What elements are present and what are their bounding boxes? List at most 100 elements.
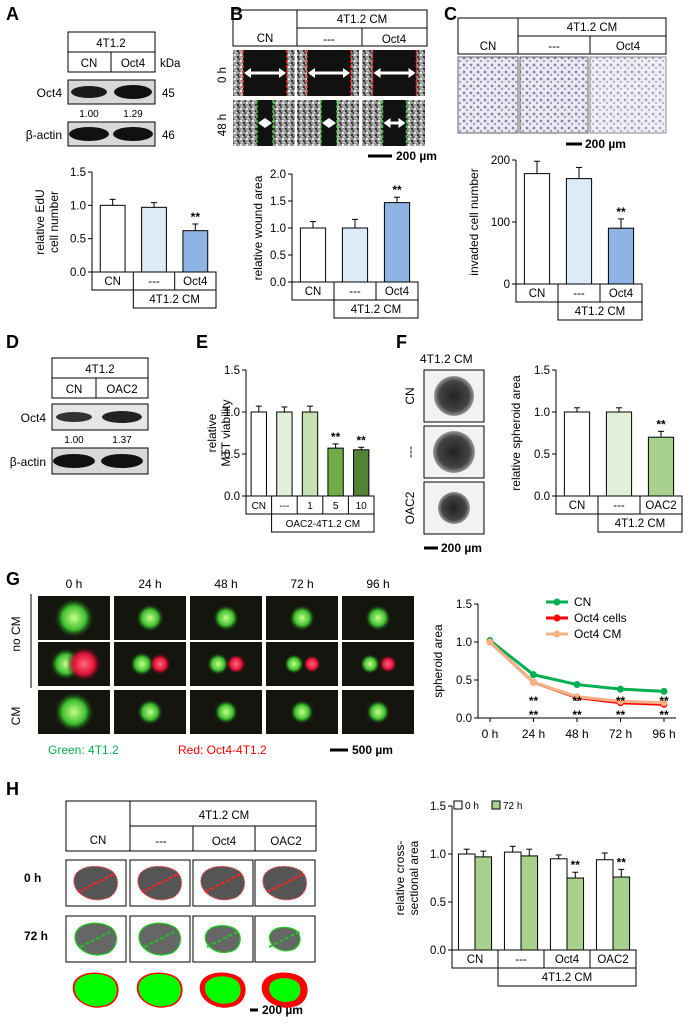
bar <box>182 230 209 273</box>
fluor-scale-bar: 500 µm <box>352 743 393 757</box>
x-tick-label: 5 <box>333 501 339 512</box>
bar <box>503 851 522 951</box>
wound-col-cn: CN <box>257 33 274 45</box>
spheroid-scale-bar: 200 µm <box>441 541 482 555</box>
x-tick-label: 10 <box>356 501 368 512</box>
blot-a-lane-1: CN <box>81 58 98 70</box>
blot-a-header: 4T1.2 <box>96 38 125 50</box>
wound-col-vehicle: --- <box>323 34 335 46</box>
blot-a-lane-2: Oct4 <box>121 58 146 70</box>
bar <box>520 855 539 951</box>
xsec-col-vehicle: --- <box>155 836 167 848</box>
legend-entry: Oct4 cells <box>574 611 627 625</box>
bar <box>457 853 476 951</box>
spheroid-image-cn <box>434 376 474 416</box>
y-tick-label: 2.0 <box>270 169 286 181</box>
y-axis-label: relative cross-sectional area <box>393 840 421 915</box>
xsec-col-oct4: Oct4 <box>212 836 237 848</box>
bar <box>474 856 493 951</box>
significance-mark: ** <box>331 430 341 444</box>
fluor-row-no-cm: no CM <box>9 616 23 651</box>
y-tick-label: 1.0 <box>224 407 240 419</box>
chart-a-edu: 0.0 0.5 1.0 1.5 relative EdUcell number ** CN -… <box>33 167 217 309</box>
y-tick-label: 0.5 <box>534 449 550 461</box>
fluor-time-label: 0 h <box>66 577 83 591</box>
x-tick-label: CN <box>529 288 546 300</box>
significance-mark: ** <box>572 694 582 708</box>
bar <box>276 411 293 497</box>
group-label: 4T1.2 CM <box>542 972 593 984</box>
y-tick-label: 0.0 <box>70 267 86 279</box>
wound-col-oct4: Oct4 <box>382 34 407 46</box>
blot-d-lane-1: CN <box>66 384 83 396</box>
x-tick-label: 0 h <box>482 727 499 741</box>
xsec-col-oac2: OAC2 <box>270 836 301 848</box>
y-axis-label: relative spheroid area <box>509 375 523 491</box>
bar <box>565 178 593 285</box>
fluor-time-label: 72 h <box>290 577 313 591</box>
y-tick-label: 1.5 <box>270 196 286 208</box>
y-tick-label: 0.0 <box>534 491 550 503</box>
bar <box>563 411 591 497</box>
blot-a-kda-oct4: 45 <box>162 88 175 100</box>
panel-letter-c: C <box>444 4 457 24</box>
y-axis-label: relativeMTT viability <box>205 399 233 466</box>
blot-d-header: 4T1.2 <box>85 364 114 376</box>
y-tick-label: 1.0 <box>270 223 286 235</box>
bar <box>647 436 675 497</box>
y-tick-label: 0 <box>504 279 510 291</box>
bar <box>141 206 167 273</box>
blot-d-oct4-band-oac2 <box>102 411 142 423</box>
x-tick-label: CN <box>569 500 586 512</box>
invasion-image-vehicle <box>519 56 589 134</box>
invasion-scale-bar: 200 µm <box>585 137 626 151</box>
blot-a-row-oct4: Oct4 <box>37 86 63 100</box>
panel-letter-a: A <box>6 4 19 24</box>
data-point <box>530 678 537 686</box>
bar <box>301 411 319 497</box>
panel-letter-f: F <box>396 332 407 352</box>
significance-mark: ** <box>616 205 626 219</box>
invasion-col-oct4: Oct4 <box>616 41 641 53</box>
group-label: 4T1.2 CM <box>615 518 666 530</box>
y-tick-label: 1.0 <box>430 849 446 861</box>
panel-letter-h: H <box>6 779 19 799</box>
y-tick-label: 0.5 <box>270 250 286 262</box>
bar <box>250 411 267 497</box>
blot-d-row-oct4: Oct4 <box>21 411 47 425</box>
xsec-header: 4T1.2 CM <box>199 810 250 822</box>
bar <box>523 173 551 285</box>
x-tick-label: Oct4 <box>183 276 208 288</box>
xsec-row-72h: 72 h <box>24 929 48 943</box>
y-tick-label: 1.5 <box>534 365 550 377</box>
spheroid-header: 4T1.2 CM <box>420 352 473 366</box>
y-tick-label: 0.0 <box>430 945 446 957</box>
chart-c-invasion: 0 100 200 invaded cell number ** CN --- Oct4 4T1… <box>467 155 643 321</box>
blot-d-quant-1: 1.00 <box>64 435 84 446</box>
y-tick-label: 0.5 <box>456 675 472 687</box>
group-label: 4T1.2 CM <box>149 294 200 306</box>
data-point <box>486 638 494 646</box>
chart-b-wound: 0.0 0.5 1.0 1.5 2.0 relative wound area ** CN --… <box>251 169 419 319</box>
blot-a-actin-band-oct4 <box>113 127 153 141</box>
fluor-legend-red: Red: Oct4-4T1.2 <box>178 743 267 757</box>
wound-row-0h: 0 h <box>217 67 229 83</box>
y-tick-label: 1.0 <box>456 637 472 649</box>
y-tick-label: 0.0 <box>456 713 472 725</box>
blot-d-row-actin: β-actin <box>10 455 46 469</box>
chart-e-mtt: 0.0 0.5 1.0 1.5 relativeMTT viability ** ** CN -… <box>205 365 375 533</box>
significance-mark: ** <box>659 708 669 722</box>
data-point <box>617 697 624 705</box>
x-tick-label: 24 h <box>522 727 545 741</box>
legend-entry: Oct4 CM <box>574 627 621 641</box>
data-point <box>660 687 668 695</box>
y-tick-label: 0.5 <box>70 234 86 246</box>
x-tick-label: OAC2 <box>597 954 628 966</box>
y-tick-label: 1.5 <box>224 365 240 377</box>
bar <box>566 877 585 951</box>
data-point <box>530 671 537 679</box>
x-tick-label: CN <box>252 501 266 512</box>
data-point <box>660 699 668 707</box>
y-tick-label: 200 <box>491 155 510 167</box>
